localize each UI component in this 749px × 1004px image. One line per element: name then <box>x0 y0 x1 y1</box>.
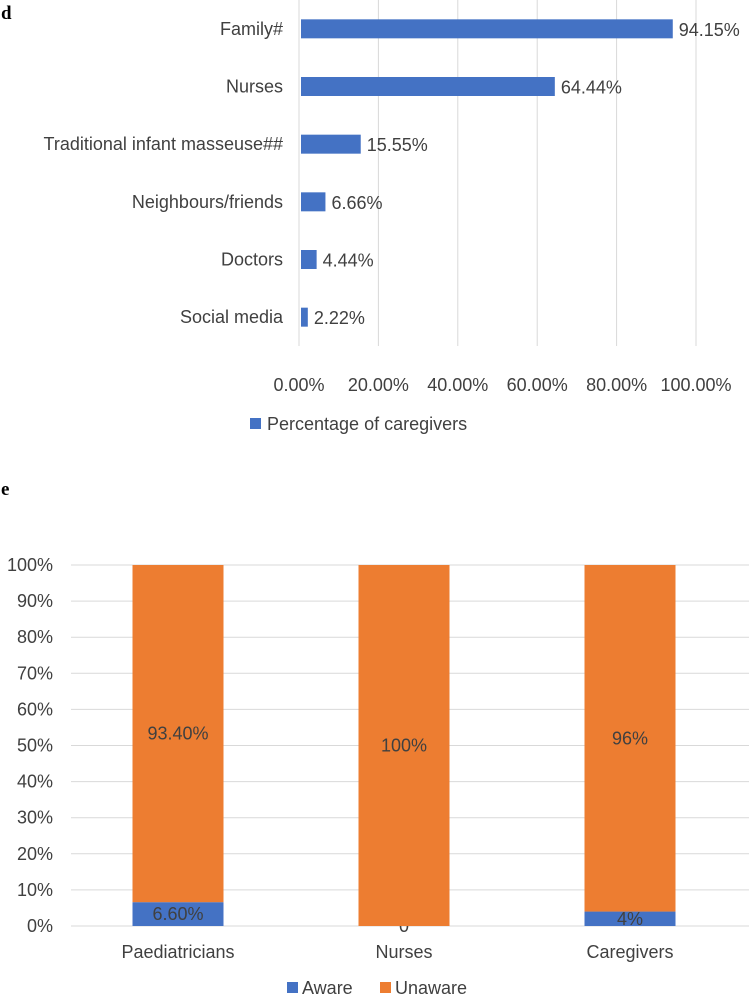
d-data-label: 15.55% <box>367 135 428 155</box>
e-category-label: Nurses <box>375 942 432 962</box>
e-category-label: Caregivers <box>586 942 673 962</box>
d-data-label: 6.66% <box>331 193 382 213</box>
e-legend-label-unaware: Unaware <box>395 978 467 998</box>
d-bar-neighbours-friends <box>301 192 326 212</box>
e-ytick-label: 50% <box>17 736 53 756</box>
d-bar-nurses <box>301 77 555 96</box>
d-bars: 94.15% 64.44% 15.55% 6.66% 4.44% 2.22% <box>301 19 740 328</box>
e-legend: Aware Unaware <box>287 978 467 998</box>
e-ytick-label: 30% <box>17 808 53 828</box>
chart-d: d 94.15% 64.44% 15.55% 6.66% 4.44% 2.22% 0.00… <box>1 0 740 434</box>
d-data-label: 94.15% <box>679 20 740 40</box>
e-legend-label-aware: Aware <box>302 978 353 998</box>
e-ytick-label: 20% <box>17 844 53 864</box>
e-legend-swatch-unaware <box>380 982 391 993</box>
e-bar-nurses-unaware <box>358 565 450 926</box>
e-category-label: Paediatricians <box>121 942 234 962</box>
d-legend-swatch <box>250 418 261 429</box>
d-category-label: Nurses <box>226 77 283 97</box>
e-bars: 6.60%93.40%0100%4%96% <box>132 565 676 936</box>
e-bar-paediatricians-aware <box>132 902 224 926</box>
d-category-label: Traditional infant masseuse## <box>44 134 283 154</box>
e-data-label: 100% <box>381 736 427 756</box>
d-bar-traditional-infant-masseuse <box>301 134 361 154</box>
d-xtick-label: 40.00% <box>427 375 488 395</box>
d-legend-label: Percentage of caregivers <box>267 414 467 434</box>
d-data-label: 4.44% <box>323 251 374 271</box>
d-legend: Percentage of caregivers <box>250 414 467 434</box>
e-ytick-label: 10% <box>17 880 53 900</box>
d-xtick-label: 100.00% <box>660 375 731 395</box>
e-data-label: 93.40% <box>147 724 208 744</box>
d-gridlines <box>298 0 697 346</box>
d-bar-social-media <box>301 307 308 327</box>
e-ytick-label: 100% <box>7 555 53 575</box>
e-ytick-label: 70% <box>17 663 53 683</box>
e-bar-caregivers-aware <box>584 911 676 926</box>
d-xtick-label: 0.00% <box>273 375 324 395</box>
e-data-label: 4% <box>617 909 643 929</box>
chart-e: e 6.60%93.40%0100%4%96% 0%10%20%30%40%50… <box>1 480 749 998</box>
e-ytick-label: 90% <box>17 591 53 611</box>
d-xtick-label: 60.00% <box>507 375 568 395</box>
d-xtick-label: 20.00% <box>348 375 409 395</box>
d-bar-doctors <box>301 250 317 269</box>
e-ytick-label: 80% <box>17 627 53 647</box>
d-bar-family <box>301 19 673 39</box>
e-data-label: 96% <box>612 728 648 748</box>
d-xtick-label: 80.00% <box>586 375 647 395</box>
e-data-label: 6.60% <box>152 904 203 924</box>
e-ytick-label: 0% <box>27 916 53 936</box>
d-category-label: Family# <box>220 19 283 39</box>
d-category-label: Doctors <box>221 250 283 270</box>
d-data-label: 2.22% <box>314 308 365 328</box>
d-data-label: 64.44% <box>561 78 622 98</box>
panel-label-d: d <box>1 3 12 24</box>
e-legend-swatch-aware <box>287 982 298 993</box>
panel-label-e: e <box>1 480 9 500</box>
e-ytick-label: 60% <box>17 699 53 719</box>
e-ytick-label: 40% <box>17 772 53 792</box>
e-bar-caregivers-unaware <box>584 565 676 912</box>
d-category-label: Neighbours/friends <box>132 192 283 212</box>
d-tick-labels: 0.00% 20.00% 40.00% 60.00% 80.00% 100.00% Fami… <box>44 19 732 395</box>
e-tick-labels: 0% 10% 20% 30% 40% 50% 60% 70% 80% 90% 100% Paediat… <box>7 555 674 962</box>
e-bar-paediatricians-unaware <box>132 565 224 903</box>
d-category-label: Social media <box>180 307 284 327</box>
